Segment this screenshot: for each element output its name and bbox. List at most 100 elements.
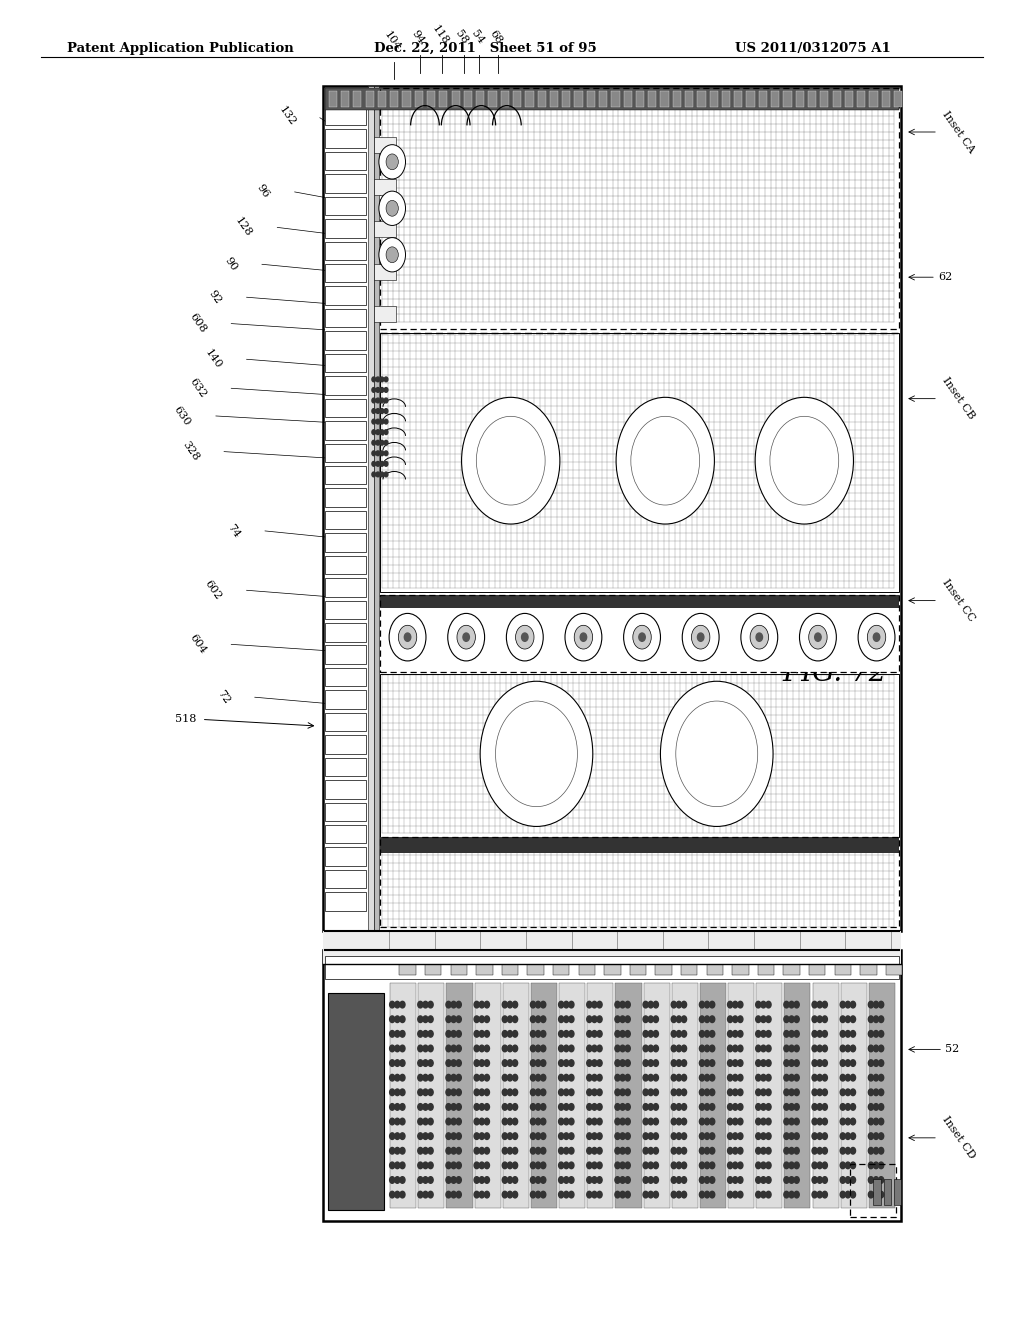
Circle shape — [451, 1060, 457, 1067]
Bar — [550, 91, 558, 107]
Circle shape — [727, 1074, 732, 1081]
Circle shape — [581, 634, 587, 642]
Circle shape — [587, 1147, 592, 1154]
Bar — [425, 965, 441, 975]
Circle shape — [457, 626, 475, 649]
Circle shape — [457, 1133, 461, 1139]
Circle shape — [761, 1104, 766, 1110]
Bar — [325, 354, 366, 372]
Circle shape — [621, 1031, 625, 1038]
Circle shape — [822, 1118, 827, 1125]
Circle shape — [682, 1104, 686, 1110]
Circle shape — [737, 1031, 742, 1038]
Circle shape — [563, 1191, 568, 1199]
Circle shape — [868, 1089, 873, 1096]
Circle shape — [380, 378, 384, 381]
Text: 52: 52 — [945, 1044, 959, 1055]
Circle shape — [812, 1191, 817, 1199]
Circle shape — [788, 1016, 795, 1023]
Circle shape — [536, 1031, 541, 1038]
Bar — [325, 780, 366, 799]
Bar — [758, 965, 774, 975]
Circle shape — [677, 1176, 682, 1183]
Circle shape — [625, 1118, 630, 1125]
Circle shape — [563, 1147, 568, 1154]
Circle shape — [756, 1031, 761, 1038]
Circle shape — [398, 626, 417, 649]
Circle shape — [513, 1133, 517, 1139]
Circle shape — [597, 1147, 602, 1154]
Circle shape — [451, 1016, 457, 1023]
Circle shape — [395, 1016, 400, 1023]
Circle shape — [653, 1147, 658, 1154]
Circle shape — [597, 1104, 602, 1110]
Circle shape — [868, 1002, 873, 1008]
Text: 90: 90 — [222, 255, 239, 273]
Bar — [771, 91, 779, 107]
Circle shape — [502, 1016, 508, 1023]
Circle shape — [727, 1147, 732, 1154]
Bar — [418, 983, 444, 1208]
Circle shape — [541, 1133, 546, 1139]
Circle shape — [783, 1089, 788, 1096]
Circle shape — [845, 1118, 850, 1125]
Circle shape — [474, 1060, 479, 1067]
Circle shape — [508, 1045, 512, 1052]
Bar — [869, 91, 878, 107]
Circle shape — [682, 1147, 686, 1154]
Text: 608: 608 — [187, 312, 208, 335]
Circle shape — [559, 1060, 563, 1067]
Circle shape — [727, 1089, 732, 1096]
Circle shape — [395, 1074, 400, 1081]
Circle shape — [672, 1045, 676, 1052]
Circle shape — [868, 1147, 873, 1154]
Circle shape — [733, 1089, 737, 1096]
Circle shape — [761, 1191, 766, 1199]
Bar — [850, 1164, 896, 1217]
Circle shape — [812, 1074, 817, 1081]
Circle shape — [845, 1002, 850, 1008]
Circle shape — [423, 1147, 428, 1154]
Bar — [697, 91, 706, 107]
Bar — [380, 595, 899, 672]
Circle shape — [873, 1191, 879, 1199]
Circle shape — [850, 1074, 855, 1081]
Circle shape — [788, 1089, 795, 1096]
Bar — [451, 965, 467, 975]
Circle shape — [840, 1074, 845, 1081]
Circle shape — [559, 1176, 563, 1183]
Circle shape — [587, 1074, 592, 1081]
Bar — [323, 950, 901, 1221]
Circle shape — [389, 1045, 395, 1052]
Circle shape — [756, 1147, 761, 1154]
Circle shape — [783, 1074, 788, 1081]
Circle shape — [376, 462, 380, 466]
Circle shape — [783, 1031, 788, 1038]
Circle shape — [672, 1162, 676, 1168]
Circle shape — [451, 1089, 457, 1096]
Bar — [611, 91, 620, 107]
Circle shape — [756, 1104, 761, 1110]
Circle shape — [614, 1191, 620, 1199]
Circle shape — [451, 1045, 457, 1052]
Bar — [325, 219, 366, 238]
Circle shape — [705, 1016, 710, 1023]
Circle shape — [423, 1176, 428, 1183]
Circle shape — [536, 1045, 541, 1052]
Circle shape — [648, 1118, 653, 1125]
Circle shape — [376, 399, 380, 403]
Circle shape — [809, 626, 827, 649]
Circle shape — [463, 634, 469, 642]
Circle shape — [756, 634, 763, 642]
Circle shape — [614, 1031, 620, 1038]
Circle shape — [643, 1191, 648, 1199]
Circle shape — [563, 1060, 568, 1067]
Circle shape — [389, 1002, 395, 1008]
Bar — [685, 91, 693, 107]
Text: 104: 104 — [382, 29, 402, 53]
Bar — [604, 965, 621, 975]
Circle shape — [621, 1191, 625, 1199]
Bar — [464, 91, 472, 107]
Bar — [660, 91, 669, 107]
Circle shape — [705, 1045, 710, 1052]
